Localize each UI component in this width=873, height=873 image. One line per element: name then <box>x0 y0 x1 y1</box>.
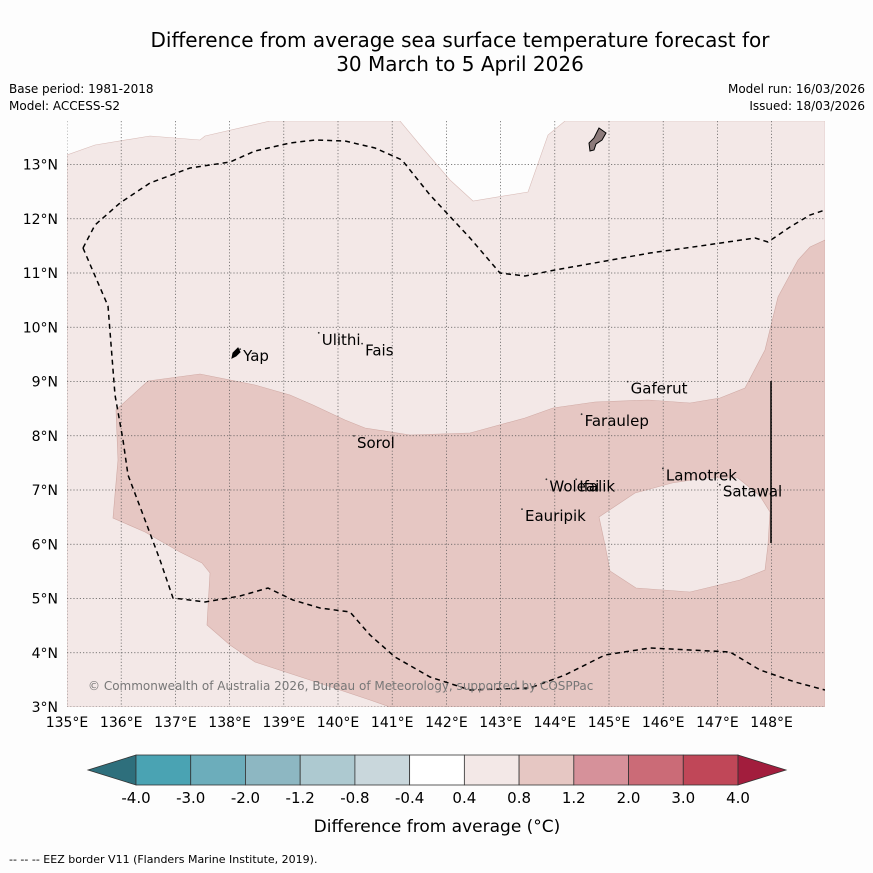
colorbar-arrow-high <box>737 754 788 786</box>
colorbar-tick-label: -0.4 <box>395 789 424 807</box>
place-label-fais: Fais <box>365 342 394 360</box>
colorbar-segment <box>682 754 739 786</box>
lon-tick-label: 146°E <box>642 715 685 731</box>
place-marker <box>718 483 721 486</box>
model-run: Model run: 16/03/2026 <box>727 82 865 96</box>
place-marker <box>626 380 629 383</box>
colorbar: -4.0 -3.0 -2.0 -1.2 -0.8 -0.4 0.4 0.8 1.2 2.0 3.0 4… <box>86 754 788 807</box>
lat-tick-label: 8°N <box>32 429 58 445</box>
lat-tick-label: 4°N <box>32 646 58 662</box>
lat-tick-label: 12°N <box>23 212 58 228</box>
place-label-sorol: Sorol <box>357 434 395 452</box>
colorbar-tick-label: 0.8 <box>507 789 531 807</box>
lon-tick-label: 135°E <box>46 715 89 731</box>
colorbar-tick-label: -3.0 <box>176 789 205 807</box>
place-marker <box>239 348 242 350</box>
place-marker <box>361 342 363 345</box>
chart-title-line2: 30 March to 5 April 2026 <box>336 52 584 76</box>
colorbar-segment <box>518 754 575 786</box>
place-marker <box>521 508 523 511</box>
lon-tick-label: 147°E <box>696 715 739 731</box>
base-period: Base period: 1981-2018 <box>9 82 154 96</box>
colorbar-arrow-low <box>86 754 137 786</box>
place-marker <box>575 478 578 481</box>
colorbar-tick-label: -0.8 <box>340 789 369 807</box>
place-label-ulithi: Ulithi <box>322 331 361 349</box>
lat-tick-label: 11°N <box>23 266 58 282</box>
lat-tick-label: 9°N <box>32 375 58 391</box>
colorbar-segment <box>573 754 629 786</box>
place-label-satawal: Satawal <box>723 483 782 501</box>
colorbar-segment <box>628 754 684 786</box>
issued-date: Issued: 18/03/2026 <box>749 99 865 113</box>
colorbar-segment <box>245 754 301 786</box>
guam-island <box>588 127 607 152</box>
place-label-ifalik: Ifalik <box>579 477 615 495</box>
colorbar-segment <box>463 754 520 786</box>
eez-footnote: -- -- -- EEZ border V11 (Flanders Marine… <box>9 853 318 866</box>
place-label-faraulep: Faraulep <box>585 412 649 430</box>
colorbar-segment <box>190 754 246 786</box>
place-marker <box>353 434 355 437</box>
colorbar-segment <box>409 754 465 786</box>
place-label-lamotrek: Lamotrek <box>666 466 737 484</box>
yap-island <box>231 347 241 359</box>
colorbar-segment <box>299 754 356 786</box>
chart-title-line1: Difference from average sea surface temp… <box>150 28 770 52</box>
colorbar-tick-label: 4.0 <box>726 789 750 807</box>
lat-tick-label: 5°N <box>32 592 58 608</box>
colorbar-tick-label: -4.0 <box>121 789 150 807</box>
colorbar-tick-label: 3.0 <box>671 789 695 807</box>
lon-tick-label: 142°E <box>425 715 468 731</box>
place-marker <box>317 331 320 334</box>
lon-tick-label: 148°E <box>750 715 793 731</box>
lat-tick-label: 3°N <box>32 700 58 716</box>
eez-border-north <box>82 139 825 277</box>
lat-tick-label: 7°N <box>32 483 58 499</box>
lon-tick-label: 145°E <box>588 715 631 731</box>
lon-tick-label: 137°E <box>154 715 197 731</box>
lon-tick-label: 143°E <box>479 715 522 731</box>
anomaly-region-mid <box>112 239 825 707</box>
colorbar-tick-label: -2.0 <box>231 789 260 807</box>
lon-tick-label: 140°E <box>317 715 360 731</box>
lon-tick-label: 138°E <box>208 715 251 731</box>
colorbar-tick-label: 2.0 <box>617 789 641 807</box>
lat-tick-label: 6°N <box>32 537 58 553</box>
place-label-eauripik: Eauripik <box>525 507 586 525</box>
lon-tick-label: 136°E <box>100 715 143 731</box>
place-label-gaferut: Gaferut <box>631 380 688 398</box>
copyright-notice: © Commonwealth of Australia 2026, Bureau… <box>88 679 593 693</box>
place-label-yap: Yap <box>242 347 269 365</box>
place-marker <box>580 413 583 416</box>
anomaly-region-light-pocket <box>598 477 771 593</box>
lat-tick-label: 13°N <box>23 158 58 174</box>
lon-tick-label: 144°E <box>534 715 577 731</box>
colorbar-segment <box>354 754 411 786</box>
lon-tick-label: 141°E <box>371 715 414 731</box>
place-label-woleai: Woleai <box>549 477 599 495</box>
colorbar-tick-label: 1.2 <box>562 789 586 807</box>
lat-tick-label: 10°N <box>23 320 58 336</box>
colorbar-label: Difference from average (°C) <box>314 817 561 837</box>
colorbar-tick-label: 0.4 <box>452 789 476 807</box>
colorbar-tick-label: -1.2 <box>286 789 315 807</box>
lon-tick-label: 139°E <box>263 715 306 731</box>
place-marker <box>545 478 548 481</box>
model-name: Model: ACCESS-S2 <box>9 99 121 113</box>
place-marker <box>662 467 664 470</box>
colorbar-segment <box>135 754 192 786</box>
